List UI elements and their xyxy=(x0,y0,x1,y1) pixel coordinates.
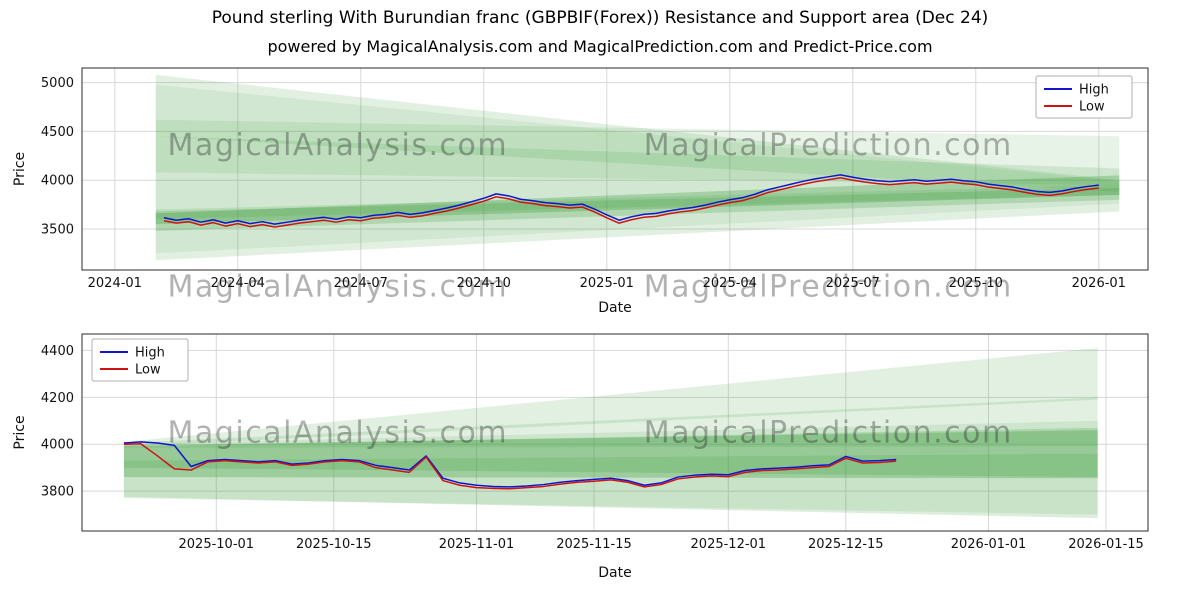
chart-subtitle: powered by MagicalAnalysis.com and Magic… xyxy=(267,37,933,56)
top-price-chart: 3500 4000 4500 5000 2024-01 2024-04 2024-07 202… xyxy=(12,67,1149,316)
x-tick-label: 2026-01 xyxy=(1072,276,1126,291)
x-tick-label: 2024-01 xyxy=(88,276,142,291)
band xyxy=(155,188,1120,231)
band xyxy=(123,397,1098,448)
watermark: MagicalPrediction.com xyxy=(644,128,1013,163)
x-tick-label: 2026-01-01 xyxy=(951,537,1027,552)
watermark: MagicalAnalysis.com xyxy=(168,269,509,304)
band xyxy=(155,185,1120,261)
legend-low-label: Low xyxy=(135,363,161,378)
band xyxy=(155,119,1120,186)
x-tick-label: 2025-11-15 xyxy=(556,537,632,552)
watermark: MagicalAnalysis.com xyxy=(168,128,509,163)
high-line xyxy=(163,174,1099,225)
high-line xyxy=(123,441,897,488)
x-tick-label: 2025-12-15 xyxy=(808,537,884,552)
x-tick-label: 2025-07 xyxy=(826,276,880,291)
y-axis-label: Price xyxy=(12,415,28,449)
x-tick-label: 2024-04 xyxy=(211,276,265,291)
plot-border xyxy=(81,333,1149,532)
y-axis-label: Price xyxy=(12,152,28,186)
band xyxy=(123,453,1098,519)
y-tick-label: 4400 xyxy=(41,344,74,359)
y-tick-label: 5000 xyxy=(41,76,74,91)
x-tick-label: 2025-10-01 xyxy=(179,537,255,552)
gridlines xyxy=(82,334,1148,531)
gridlines xyxy=(82,68,1148,270)
band xyxy=(155,74,1120,192)
x-tick-label: 2025-01 xyxy=(580,276,634,291)
x-tick-label: 2024-10 xyxy=(457,276,511,291)
x-axis-label: Date xyxy=(598,300,631,316)
low-line xyxy=(163,177,1099,228)
x-tick-label: 2025-10-15 xyxy=(296,537,372,552)
watermark: MagicalPrediction.com xyxy=(644,269,1013,304)
band xyxy=(155,84,1120,254)
y-tick-label: 4000 xyxy=(41,174,74,189)
bottom-price-chart: 3800 4000 4200 4400 2025-10-01 2025-10-15 2025… xyxy=(12,333,1149,581)
legend-high-label: High xyxy=(1079,83,1109,98)
y-tick-label: 4500 xyxy=(41,125,74,140)
band xyxy=(123,348,1098,447)
plot-border xyxy=(81,67,1149,271)
chart-title: Pound sterling With Burundian franc (GBP… xyxy=(211,8,989,28)
y-tick-label: 4000 xyxy=(41,438,74,453)
band xyxy=(123,420,1098,515)
low-line xyxy=(123,443,897,490)
watermark: MagicalAnalysis.com xyxy=(168,415,509,450)
support-resistance-bands xyxy=(155,74,1120,261)
y-tick-label: 4200 xyxy=(41,391,74,406)
legend xyxy=(91,338,189,382)
watermark: MagicalPrediction.com xyxy=(644,415,1013,450)
y-tick-label: 3800 xyxy=(41,485,74,500)
x-tick-label: 2024-07 xyxy=(334,276,388,291)
band xyxy=(123,430,1098,479)
band xyxy=(155,136,1120,220)
x-tick-label: 2026-01-15 xyxy=(1068,537,1144,552)
y-tick-label: 3500 xyxy=(41,223,74,238)
x-tick-label: 2025-11-01 xyxy=(439,537,515,552)
x-tick-label: 2025-04 xyxy=(703,276,757,291)
x-tick-label: 2025-12-01 xyxy=(691,537,767,552)
legend xyxy=(1035,75,1133,119)
x-tick-label: 2025-10 xyxy=(949,276,1003,291)
x-axis-label: Date xyxy=(598,565,631,581)
legend-low-label: Low xyxy=(1079,100,1105,115)
legend-high-label: High xyxy=(135,346,165,361)
